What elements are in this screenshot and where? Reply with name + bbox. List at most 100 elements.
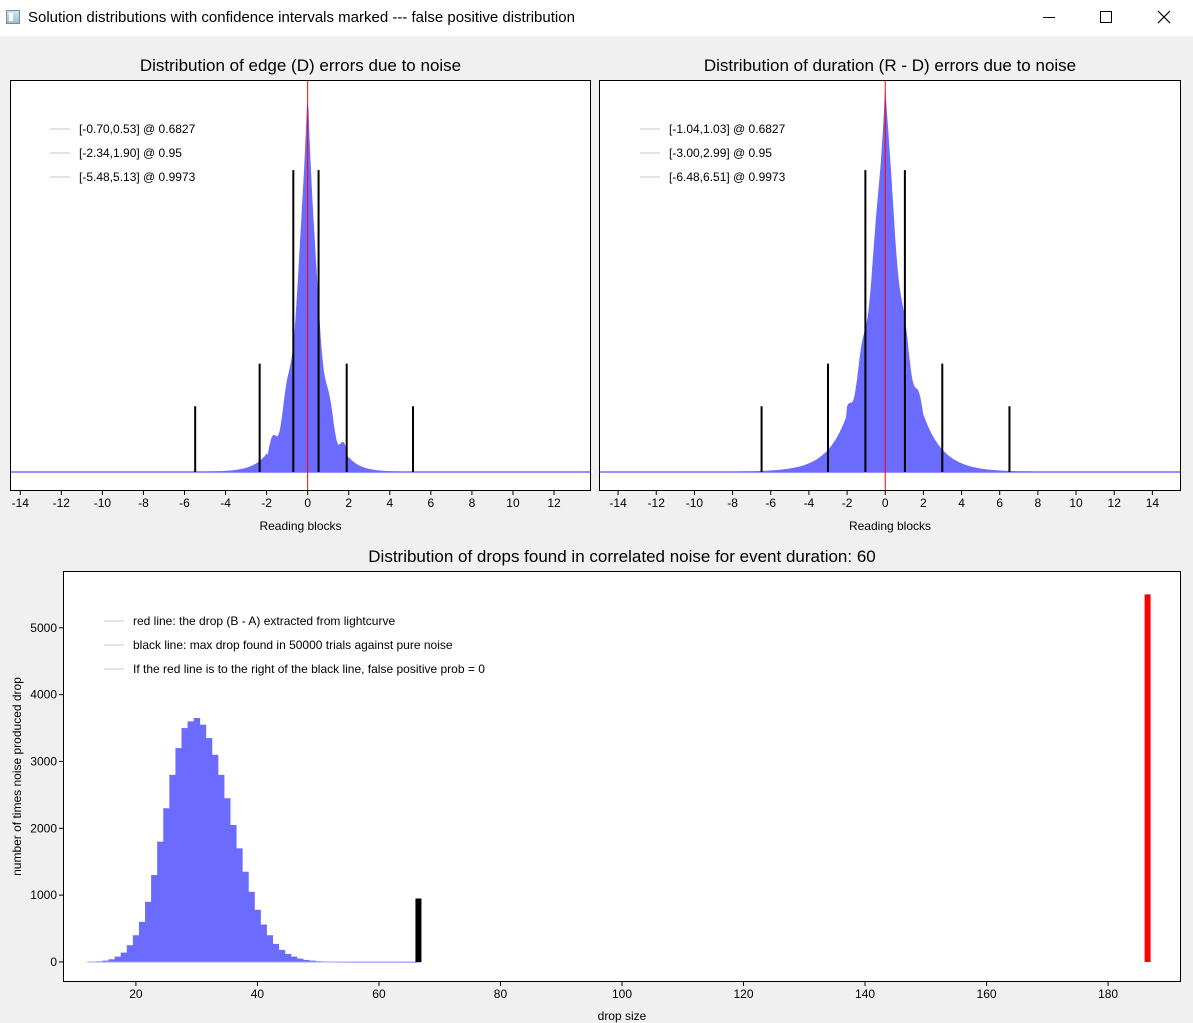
app-icon (6, 10, 20, 24)
x-tick-label: -6 (179, 496, 190, 510)
legend-entry-1: [-0.70,0.53] @ 0.6827 (79, 122, 196, 136)
histogram-bar (217, 774, 225, 962)
x-tick-label: -8 (138, 496, 149, 510)
x-tick-label: 0 (304, 496, 311, 510)
histogram-bar (296, 958, 304, 962)
histogram-bar (266, 935, 274, 962)
x-tick-label: 0 (882, 496, 889, 510)
histogram-bar (151, 875, 158, 962)
legend-entry-1: red line: the drop (B - A) extracted fro… (133, 614, 395, 628)
y-tick-label: 3000 (30, 754, 57, 768)
x-tick-label: 100 (612, 987, 632, 1001)
x-tick-label: 10 (1069, 496, 1083, 510)
x-tick-label: 120 (734, 987, 754, 1001)
histogram-bar (126, 945, 134, 962)
histogram-bar (145, 901, 152, 962)
histogram-bar (230, 824, 237, 962)
x-tick-label: 2 (920, 496, 927, 510)
histogram-bar (193, 718, 201, 962)
legend-entry-3: If the red line is to the right of the b… (133, 662, 485, 676)
x-tick-label: -14 (12, 496, 30, 510)
close-icon (1157, 10, 1171, 24)
histogram-bar (290, 956, 298, 962)
x-tick-label: 60 (372, 987, 386, 1001)
maximize-button[interactable] (1083, 0, 1129, 34)
histogram-bar (175, 748, 182, 962)
histogram-bar (138, 921, 146, 962)
y-tick-label: 1000 (30, 888, 57, 902)
legend-entry-1: [-1.04,1.03] @ 0.6827 (669, 122, 786, 136)
x-tick-label: 6 (996, 496, 1003, 510)
x-tick-label: 14 (1146, 496, 1160, 510)
window-titlebar: Solution distributions with confidence i… (0, 0, 1193, 36)
histogram-bar (132, 935, 140, 962)
x-tick-label: 8 (469, 496, 476, 510)
histogram-bar (102, 960, 109, 962)
x-tick-label: 10 (506, 496, 520, 510)
x-tick-label: -4 (804, 496, 815, 510)
minimize-icon (1043, 17, 1055, 18)
x-tick-label: 80 (494, 987, 508, 1001)
chart-title: Distribution of edge (D) errors due to n… (140, 56, 461, 75)
legend-entry-2: black line: max drop found in 50000 tria… (133, 638, 453, 652)
histogram-bar (114, 956, 122, 962)
y-tick-label: 4000 (30, 688, 57, 702)
x-tick-label: 8 (1035, 496, 1042, 510)
x-tick-label: 6 (428, 496, 435, 510)
x-tick-label: 12 (547, 496, 561, 510)
x-tick-label: -4 (220, 496, 231, 510)
x-tick-label: 140 (855, 987, 875, 1001)
histogram-bar (254, 909, 261, 962)
chart-3: Distribution of drops found in correlate… (10, 547, 1181, 1023)
x-tick-label: 4 (958, 496, 965, 510)
minimize-button[interactable] (1026, 0, 1072, 34)
histogram-bar (260, 924, 267, 962)
x-tick-label: 160 (977, 987, 997, 1001)
histogram-bar (284, 953, 292, 962)
x-tick-label: -8 (727, 496, 738, 510)
histogram-bar (163, 808, 170, 962)
legend-entry-2: [-3.00,2.99] @ 0.95 (669, 146, 772, 160)
histogram-bar (224, 798, 231, 962)
x-tick-label: -12 (648, 496, 666, 510)
close-button[interactable] (1141, 0, 1187, 34)
chart-2: Distribution of duration (R - D) errors … (599, 56, 1181, 533)
x-tick-label: -10 (686, 496, 704, 510)
x-tick-label: -2 (261, 496, 272, 510)
x-tick-label: 20 (129, 987, 143, 1001)
histogram-bar (248, 891, 255, 962)
x-tick-label: 12 (1108, 496, 1122, 510)
histogram-bar (303, 959, 310, 962)
histogram-bar (120, 952, 128, 962)
y-tick-label: 2000 (30, 821, 57, 835)
x-tick-label: 4 (386, 496, 393, 510)
histogram-bar (108, 959, 116, 962)
x-tick-label: 2 (345, 496, 352, 510)
x-tick-label: -14 (609, 496, 627, 510)
histogram-bar (181, 728, 188, 962)
y-tick-label: 0 (50, 955, 57, 969)
histogram-bar (309, 960, 316, 962)
histogram-bar (272, 943, 280, 962)
x-axis-label: Reading blocks (259, 519, 341, 533)
x-tick-label: -10 (94, 496, 112, 510)
histogram-bar (236, 848, 243, 962)
maximize-icon (1100, 11, 1112, 23)
chart-title: Distribution of duration (R - D) errors … (704, 56, 1076, 75)
x-axis-label: Reading blocks (849, 519, 931, 533)
chart-1: Distribution of edge (D) errors due to n… (10, 56, 591, 533)
y-tick-label: 5000 (30, 621, 57, 635)
legend-entry-3: [-5.48,5.13] @ 0.9973 (79, 170, 196, 184)
histogram-bar (157, 841, 164, 962)
x-tick-label: -12 (53, 496, 71, 510)
histogram-bar (211, 754, 219, 962)
x-axis-label: drop size (598, 1009, 647, 1023)
chart-title: Distribution of drops found in correlate… (368, 547, 875, 566)
y-axis-label: number of times noise produced drop (10, 677, 24, 876)
x-tick-label: -6 (765, 496, 776, 510)
x-tick-label: -2 (842, 496, 853, 510)
histogram-bar (169, 774, 176, 962)
histogram-bar (278, 949, 286, 962)
histogram-bar (187, 721, 195, 962)
